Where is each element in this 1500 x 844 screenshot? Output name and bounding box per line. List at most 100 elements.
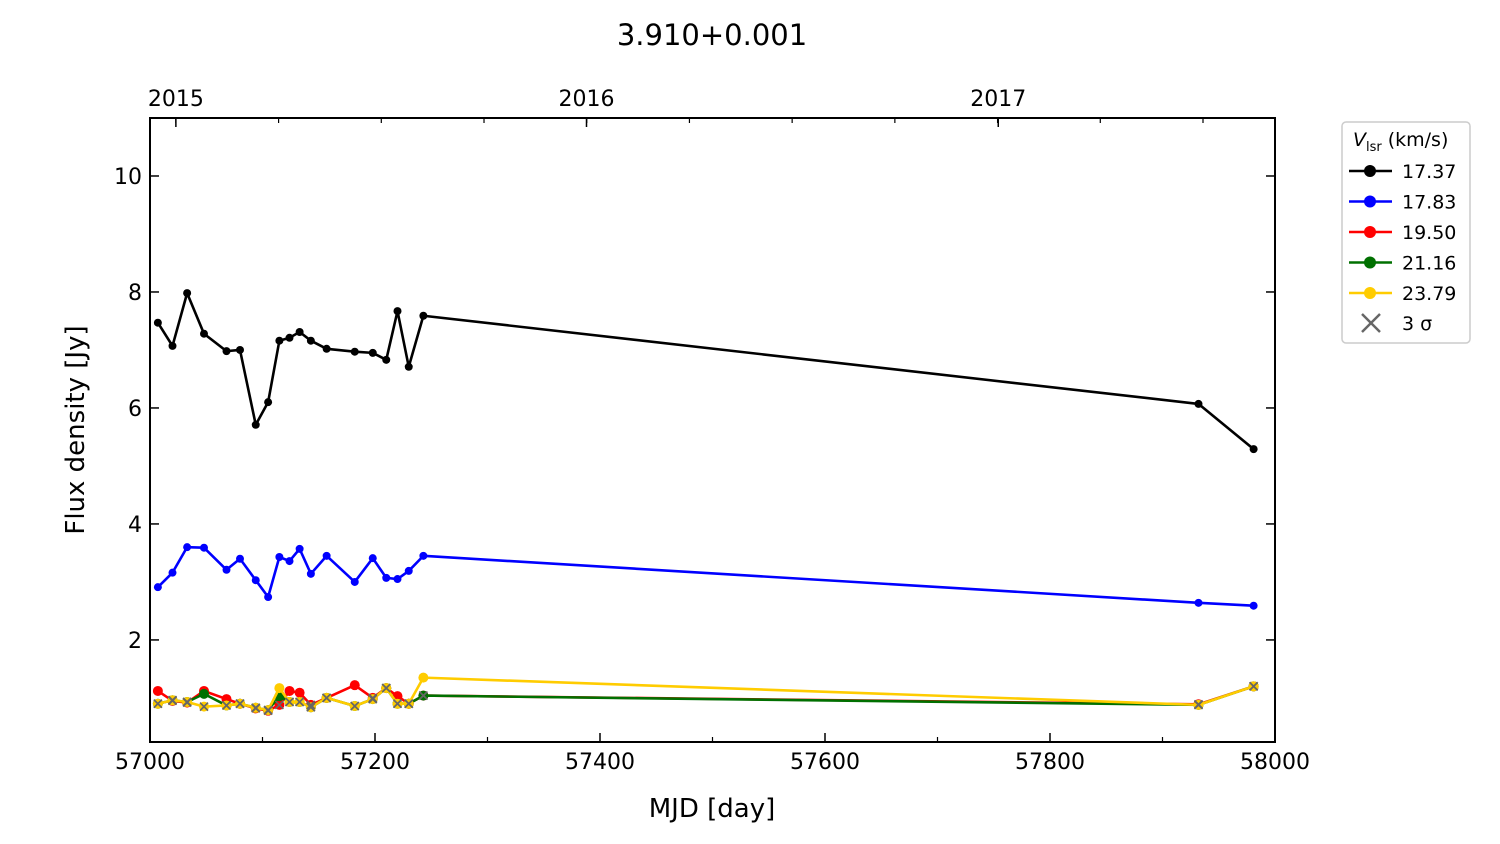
sigma3-marker: [274, 700, 284, 710]
sigma3-marker: [199, 702, 209, 712]
series-23.79: [152, 672, 1259, 716]
y-tick-label: 2: [128, 629, 142, 654]
data-point: [393, 575, 402, 584]
data-point: [275, 336, 284, 345]
data-point: [222, 347, 231, 356]
legend-label: 19.50: [1402, 222, 1456, 244]
series-17.83: [153, 543, 1258, 610]
data-point: [1249, 601, 1258, 610]
data-point: [404, 566, 413, 575]
data-point: [222, 565, 231, 574]
x-tick-label: 57200: [340, 750, 410, 775]
legend-label: 17.37: [1402, 161, 1456, 183]
y-tick-label: 6: [128, 397, 142, 422]
legend-entry: 21.16: [1349, 253, 1456, 275]
data-point: [350, 347, 359, 356]
y-tick-label: 4: [128, 513, 142, 538]
data-point: [393, 307, 402, 316]
sigma3-marker: [392, 699, 403, 709]
legend-entry: 17.83: [1349, 192, 1456, 214]
legend-marker: [1364, 226, 1376, 238]
legend-entry: 17.37: [1349, 161, 1456, 183]
data-point: [183, 543, 192, 552]
data-point: [200, 543, 208, 552]
sigma3-marker: [295, 697, 305, 707]
sigma3-marker: [322, 693, 332, 703]
x-tick-label: 57800: [1015, 750, 1085, 775]
data-point: [418, 672, 429, 683]
chart-title: 3.910+0.001: [617, 18, 807, 52]
legend-label: 23.79: [1402, 283, 1456, 305]
sigma3-marker: [235, 699, 245, 709]
sigma3-marker: [404, 699, 414, 709]
legend-label: 3 σ: [1402, 313, 1432, 335]
data-point: [236, 345, 244, 354]
data-point: [285, 557, 294, 566]
data-point: [306, 569, 315, 578]
y-axis-label: Flux density [Jy]: [61, 325, 91, 534]
data-point: [264, 593, 273, 602]
data-point: [284, 685, 295, 696]
data-point: [200, 329, 208, 338]
data-point: [294, 687, 305, 698]
data-point: [251, 420, 260, 429]
legend-box: [1341, 121, 1471, 344]
data-point: [236, 554, 244, 563]
legend-marker: [1364, 195, 1376, 208]
data-point: [322, 344, 331, 353]
data-point: [368, 554, 377, 563]
data-point: [419, 311, 428, 320]
top-year-label: 2017: [970, 87, 1026, 112]
sigma3-marker: [263, 705, 273, 715]
data-point: [152, 685, 163, 696]
series-17.37: [153, 289, 1258, 454]
legend-entry: 19.50: [1349, 222, 1456, 244]
sigma3-marker: [182, 697, 192, 707]
data-point: [1194, 399, 1203, 408]
plot-frame: [149, 117, 1276, 743]
sigma3-marker: [167, 695, 178, 705]
legend-entry: 23.79: [1349, 283, 1456, 305]
legend-marker: [1364, 256, 1376, 269]
legend-label: 17.83: [1402, 192, 1456, 214]
top-year-label: 2015: [148, 87, 204, 112]
sigma3-marker: [306, 700, 316, 710]
data-point: [349, 680, 360, 691]
sigma3-marker: [1249, 681, 1259, 691]
top-year-label: 2016: [559, 87, 615, 112]
data-point: [199, 688, 209, 699]
data-point: [368, 348, 377, 357]
data-point: [1194, 598, 1203, 607]
sigma3-marker: [306, 702, 316, 712]
x-tick-label: 58000: [1240, 750, 1310, 775]
y-tick-label: 8: [128, 281, 142, 306]
data-point: [322, 551, 331, 560]
x-tick-label: 57400: [565, 750, 635, 775]
sigma3-marker: [368, 694, 378, 704]
sigma3-marker: [418, 691, 428, 701]
data-point: [251, 576, 260, 585]
data-point: [295, 544, 304, 553]
legend-marker: [1364, 287, 1376, 299]
sigma3-marker: [284, 697, 295, 707]
x-tick-label: 57600: [790, 750, 860, 775]
data-point: [419, 551, 428, 560]
data-point: [285, 333, 294, 342]
data-point: [295, 327, 304, 336]
data-point: [350, 577, 359, 586]
data-point: [275, 553, 284, 562]
data-point: [264, 398, 273, 407]
sigma3-marker: [153, 699, 163, 709]
legend-label: 21.16: [1402, 253, 1456, 275]
data-point: [274, 683, 285, 694]
legend-entry-3sigma: 3 σ: [1361, 313, 1432, 335]
y-tick-label: 10: [114, 165, 142, 190]
sigma3-marker: [251, 703, 261, 713]
sigma3-marker: [368, 693, 378, 703]
sigma3-marker: [381, 683, 391, 693]
legend-title: Vlsr (km/s): [1353, 129, 1448, 155]
sigma3-marker: [1193, 700, 1204, 710]
data-point: [404, 362, 413, 371]
data-point: [382, 355, 391, 364]
